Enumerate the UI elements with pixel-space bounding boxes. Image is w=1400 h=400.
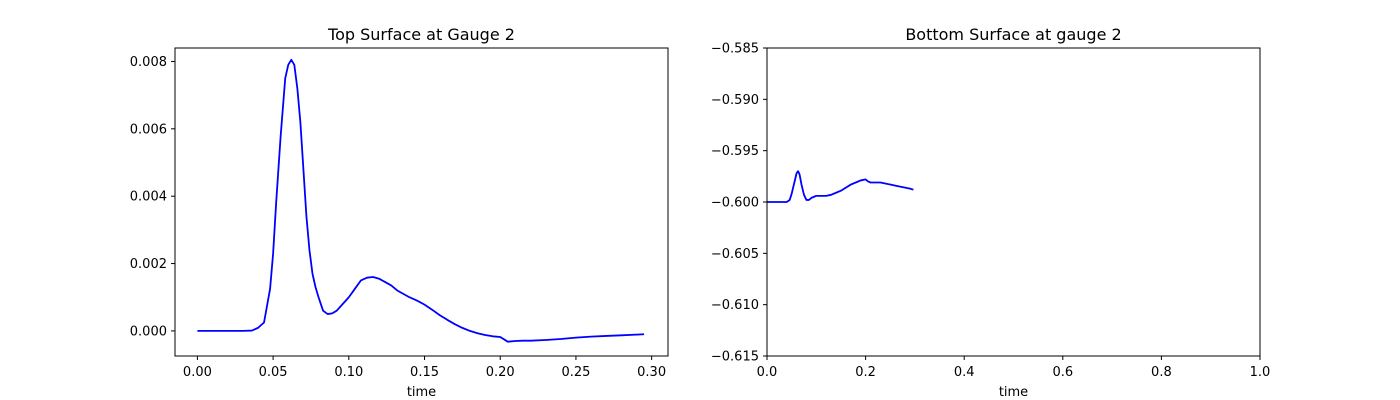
y-tick-label: 0.004 (130, 190, 167, 205)
series-line-1 (197, 58, 645, 343)
x-tick-label: 0.8 (1151, 365, 1172, 380)
y-tick-label: −0.600 (711, 196, 759, 211)
x-tick-label: 0.20 (486, 365, 515, 380)
y-tick-label: −0.590 (711, 93, 759, 108)
x-tick-label: 0.2 (855, 365, 876, 380)
x-tick-label: 0.00 (183, 365, 212, 380)
y-tick-label: 0.006 (130, 122, 167, 137)
x-axis-label: time (999, 385, 1028, 400)
x-tick-label: 0.10 (334, 365, 363, 380)
y-tick-label: 0.008 (130, 55, 167, 70)
y-tick-label: −0.585 (711, 42, 759, 57)
y-tick-label: 0.000 (130, 324, 167, 339)
y-tick-label: 0.002 (130, 257, 167, 272)
x-tick-label: 0.25 (561, 365, 590, 380)
x-tick-label: 0.15 (410, 365, 439, 380)
series-line-1 (767, 170, 914, 203)
y-tick-label: −0.610 (711, 298, 759, 313)
chart-2: 0.0 0.2 0.4 0.6 0.8 1.0 −0.615 −0.610 −0.605 −0.6… (711, 25, 1270, 400)
x-tick-label: 0.30 (637, 365, 666, 380)
x-tick-label: 0.4 (954, 365, 975, 380)
x-tick-label: 0.0 (757, 365, 778, 380)
y-tick-label: −0.615 (711, 350, 759, 365)
chart-title: Bottom Surface at gauge 2 (905, 25, 1121, 44)
axes-frame (766, 47, 1261, 357)
x-tick-label: 0.05 (259, 365, 288, 380)
y-tick-label: −0.595 (711, 144, 759, 159)
chart-title: Top Surface at Gauge 2 (327, 25, 515, 44)
x-axis-label: time (407, 385, 436, 400)
x-tick-label: 1.0 (1250, 365, 1271, 380)
x-tick-label: 0.6 (1052, 365, 1073, 380)
y-tick-label: −0.605 (711, 247, 759, 262)
axes-frame (174, 47, 669, 357)
chart-1: 0.00 0.05 0.10 0.15 0.20 0.25 0.30 0.000 0.002 0.… (130, 25, 669, 400)
